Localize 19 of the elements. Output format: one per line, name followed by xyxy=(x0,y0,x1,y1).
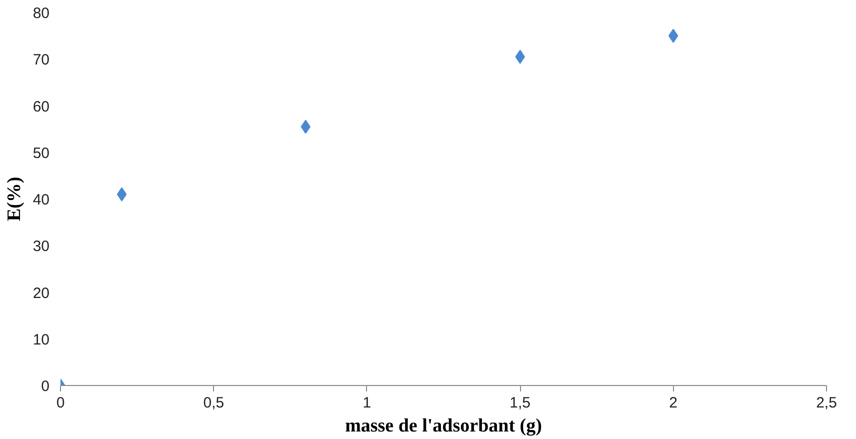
x-tick-label: 1 xyxy=(362,394,372,412)
y-tick-label: 20 xyxy=(32,284,50,302)
x-tick-label: 0 xyxy=(56,394,65,412)
x-tick-label: 1,5 xyxy=(510,394,531,412)
y-axis-title: E(%) xyxy=(4,176,25,222)
y-tick-label: 10 xyxy=(32,331,50,348)
y-tick-label: 40 xyxy=(32,192,50,208)
y-tick-label: 70 xyxy=(32,52,50,69)
y-tick-label: 80 xyxy=(32,5,50,22)
x-axis-title: masse de l'adsorbant (g) xyxy=(345,416,542,436)
y-tick-label: 50 xyxy=(32,144,50,162)
y-tick-label: 30 xyxy=(32,238,50,256)
y-tick-label: 0 xyxy=(41,378,50,395)
y-tick-label: 60 xyxy=(32,98,50,116)
x-tick-label: 2,5 xyxy=(816,394,837,412)
x-tick-label: 2 xyxy=(669,394,678,412)
point xyxy=(668,28,678,43)
point xyxy=(116,187,127,202)
x-tick-label: 0,5 xyxy=(203,394,224,412)
